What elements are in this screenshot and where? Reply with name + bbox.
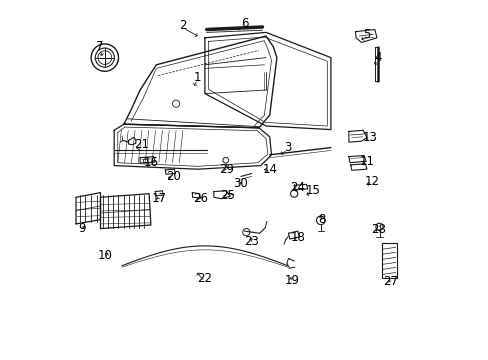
Text: 5: 5 [363, 28, 370, 41]
Text: 25: 25 [219, 189, 234, 202]
Text: 28: 28 [370, 223, 385, 236]
Text: 26: 26 [193, 192, 208, 205]
Text: 3: 3 [284, 141, 291, 154]
Text: 12: 12 [365, 175, 379, 188]
Text: 30: 30 [233, 177, 248, 190]
Text: 9: 9 [78, 222, 85, 235]
Text: 17: 17 [151, 192, 166, 205]
Text: 8: 8 [318, 213, 325, 226]
Text: 16: 16 [144, 156, 159, 169]
Text: 20: 20 [165, 170, 180, 183]
Text: 7: 7 [96, 40, 103, 53]
Text: 27: 27 [383, 275, 397, 288]
Text: 18: 18 [290, 231, 305, 244]
Text: 24: 24 [290, 181, 305, 194]
Text: 21: 21 [134, 138, 149, 150]
Text: 4: 4 [373, 51, 381, 64]
Text: 22: 22 [197, 273, 212, 285]
Text: 1: 1 [194, 71, 201, 84]
Text: 6: 6 [240, 17, 248, 30]
Text: 2: 2 [179, 19, 187, 32]
Text: 19: 19 [284, 274, 299, 287]
Bar [381, 243, 396, 278]
Text: 23: 23 [244, 235, 259, 248]
Text: 15: 15 [305, 184, 320, 197]
Text: 13: 13 [362, 131, 377, 144]
Text: 14: 14 [263, 163, 277, 176]
Text: 10: 10 [97, 249, 112, 262]
Text: 11: 11 [359, 156, 374, 168]
Text: 29: 29 [219, 163, 234, 176]
